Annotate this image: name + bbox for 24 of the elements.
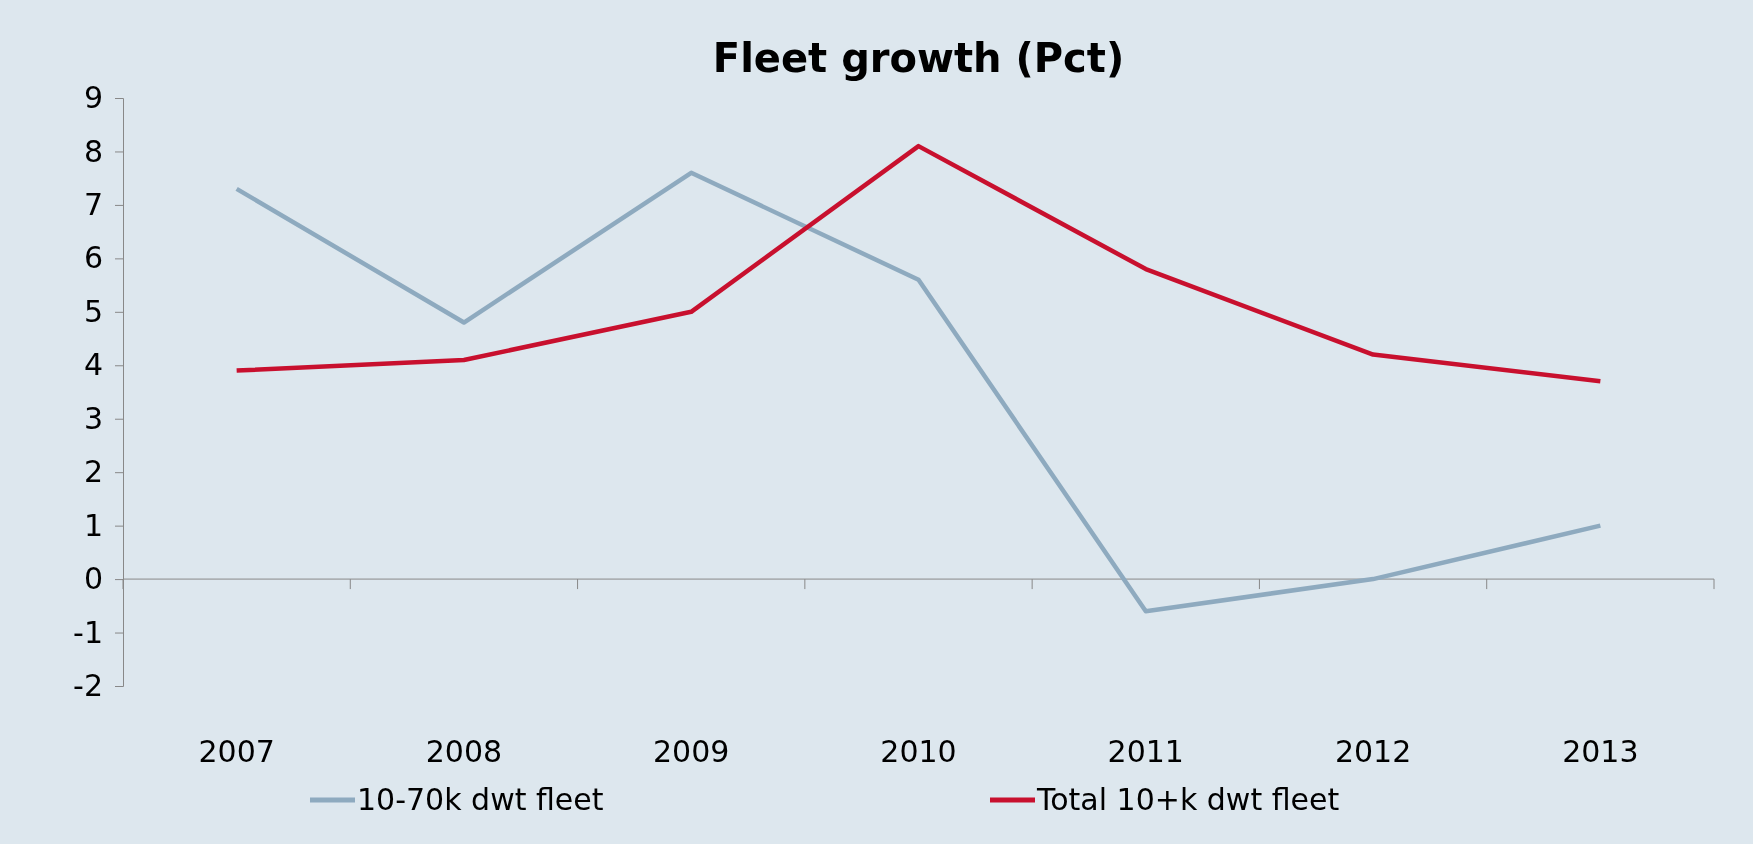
y-tick-label: 3 [83, 400, 103, 436]
x-tick-label: 2011 [1107, 734, 1184, 769]
x-tick-label: 2010 [880, 734, 957, 769]
y-tick-label: -1 [73, 614, 103, 650]
legend-label: 10-70k dwt fleet [357, 782, 604, 817]
y-tick-label: 6 [83, 240, 103, 276]
y-tick-label: 0 [83, 561, 103, 597]
x-tick-label: 2013 [1562, 734, 1639, 769]
y-tick-label: 8 [83, 133, 103, 169]
y-tick-label: 4 [83, 347, 103, 383]
y-tick-label: 7 [83, 187, 103, 223]
y-tick-label: 9 [83, 80, 103, 116]
y-tick-label: -2 [73, 668, 103, 704]
x-tick-label: 2008 [425, 734, 503, 769]
line-series [234, 143, 1603, 384]
y-tick-label: 5 [83, 293, 103, 329]
y-tick-label: 2 [83, 454, 103, 490]
x-tick-label: 2009 [653, 734, 730, 769]
y-tick-label: 1 [83, 507, 103, 543]
chart-title: Fleet growth (Pct) [712, 35, 1125, 81]
line-series [234, 170, 1603, 614]
x-tick-label: 2007 [198, 734, 275, 769]
x-tick-label: 2012 [1334, 734, 1412, 769]
legend-label: Total 10+k dwt fleet [1036, 782, 1340, 817]
